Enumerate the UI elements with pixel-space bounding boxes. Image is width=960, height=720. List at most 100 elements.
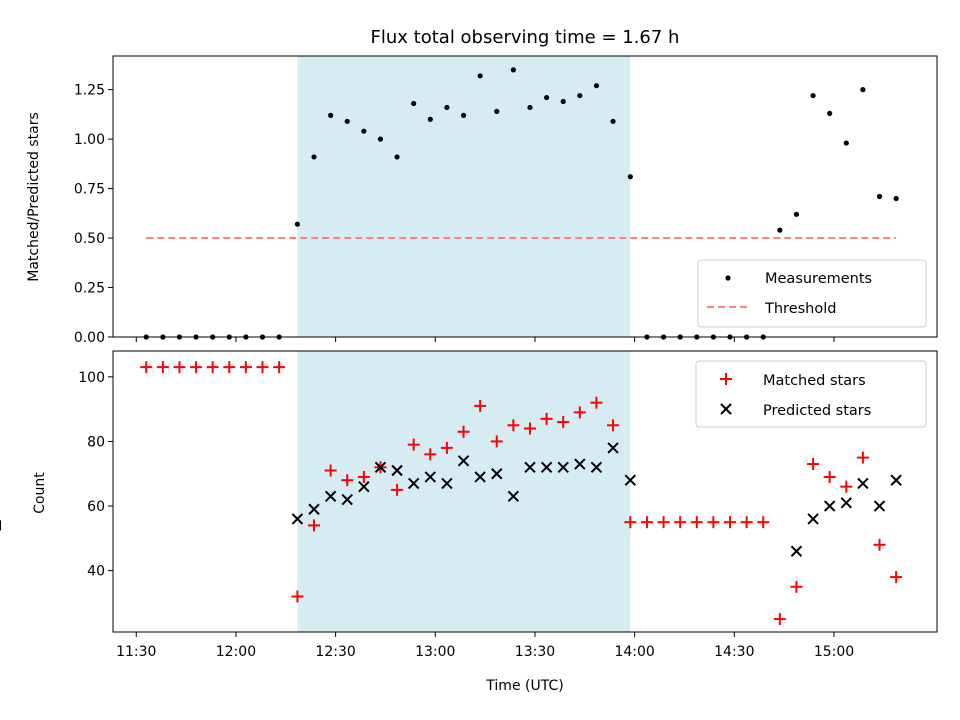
predicted-stars-point — [324, 490, 337, 503]
matched-stars-point — [607, 419, 620, 432]
matched-stars-point — [424, 448, 437, 461]
predicted-stars-point — [574, 458, 586, 470]
top-panel-frame — [112, 55, 938, 338]
predicted-stars-point — [424, 471, 437, 483]
matched-stars-point — [540, 412, 553, 425]
measurement-point — [377, 136, 384, 142]
legend-label-measurements: Measurements — [765, 271, 872, 287]
matched-stars-point — [440, 441, 453, 454]
top-panel: 0.00 0.25 0.50 0.75 1.00 1.25 Matched/Predict… — [26, 55, 938, 346]
x-tick-label: 14:00 — [614, 644, 654, 660]
measurement-point — [827, 110, 833, 116]
chart-title: Flux total observing time = 1.67 h — [371, 27, 680, 48]
matched-stars-point — [856, 451, 869, 464]
predicted-stars-point — [491, 468, 503, 480]
x-tick-label: 12:00 — [216, 644, 256, 660]
x-axis-label: Time (UTC) — [485, 678, 563, 694]
matched-stars-point — [657, 516, 670, 529]
matched-stars-point — [173, 361, 186, 374]
top-y-tick-label: 0.25 — [74, 281, 105, 297]
matched-stars-point — [590, 396, 603, 409]
matched-stars-point — [273, 361, 286, 374]
predicted-stars-point — [457, 455, 470, 467]
matched-stars-point — [674, 516, 687, 529]
predicted-stars-point — [341, 493, 353, 506]
matched-stars-point — [757, 516, 770, 529]
matched-stars-point — [206, 361, 219, 374]
matched-stars-point — [823, 470, 836, 483]
x-tick-label: 14:30 — [714, 644, 754, 660]
x-tick-label: 13:30 — [515, 644, 555, 660]
measurement-point — [560, 98, 566, 105]
measurement-point — [444, 104, 450, 111]
bottom-panel-frame — [112, 350, 938, 633]
measurement-point — [627, 174, 633, 180]
matched-stars-point — [324, 464, 337, 477]
bottom-legend-box — [695, 360, 927, 428]
measurement-point — [311, 154, 317, 160]
predicted-stars-point — [540, 461, 553, 473]
x-tick-label: 12:30 — [315, 644, 355, 660]
matched-stars-point — [140, 361, 153, 374]
bottom-legend: Matched stars Predicted stars — [695, 360, 927, 428]
measurement-point — [427, 116, 433, 122]
matched-stars-point — [707, 516, 720, 529]
predicted-stars-point — [607, 442, 619, 454]
bottom-y-tick-label: 100 — [78, 370, 105, 386]
top-legend-box — [697, 259, 927, 328]
matched-stars-point — [239, 361, 252, 374]
bottom-y-tick-label: 80 — [87, 434, 105, 450]
top-y-tick-label: 1.00 — [74, 132, 105, 148]
measurement-point — [411, 100, 417, 107]
predicted-stars-point — [474, 471, 486, 483]
matched-stars-point — [190, 361, 203, 374]
matched-stars-point — [624, 516, 637, 529]
predicted-stars-point — [308, 503, 320, 515]
predicted-stars-point — [524, 461, 536, 473]
predicted-stars-point — [391, 464, 403, 477]
matched-stars-point — [740, 516, 753, 529]
measurement-point — [361, 128, 367, 134]
bottom-highlight-span — [297, 351, 631, 632]
matched-stars-point — [873, 538, 886, 551]
matched-stars-point — [573, 406, 586, 419]
measurement-point — [610, 118, 616, 124]
measurement-point — [777, 227, 783, 233]
matched-stars-point — [357, 470, 370, 483]
top-y-tick-label: 0.00 — [74, 330, 105, 346]
measurement-point — [810, 92, 816, 99]
matched-stars-point — [840, 480, 853, 493]
matched-stars-point — [724, 516, 737, 529]
measurement-point — [793, 211, 800, 217]
x-tick-label: 13:00 — [415, 644, 455, 660]
matched-stars-point — [256, 361, 269, 374]
top-y-axis-label: Matched/Predicted stars — [26, 112, 42, 282]
bottom-panel: 40 60 80 100 11:30 12:00 12:30 13:00 13:30 14:00 1… — [0, 350, 938, 694]
predicted-stars-point — [840, 497, 853, 509]
predicted-stars-point — [358, 480, 370, 493]
bottom-y-tick-label: 40 — [87, 564, 105, 580]
x-tick-label: 11:30 — [116, 644, 156, 660]
legend-label-predicted: Predicted stars — [763, 403, 871, 419]
legend-marker-predicted — [720, 403, 732, 415]
top-y-tick-label: 1.25 — [74, 83, 105, 99]
measurement-point — [494, 108, 500, 115]
matched-stars-point — [523, 422, 536, 435]
bottom-y-axis-label: Count — [32, 472, 48, 514]
top-legend: Measurements Threshold — [697, 259, 927, 328]
matched-stars-point — [807, 458, 820, 471]
matched-stars-point — [557, 416, 570, 429]
predicted-stars-point — [407, 477, 420, 490]
measurement-point — [394, 154, 400, 160]
measurement-point — [344, 118, 350, 124]
predicted-stars-point — [507, 490, 520, 503]
matched-stars-point — [474, 399, 487, 412]
measurement-point — [477, 73, 483, 79]
predicted-stars-point — [890, 474, 902, 486]
predicted-stars-point — [590, 461, 603, 473]
predicted-stars-point — [857, 477, 869, 490]
measurement-point — [893, 195, 899, 202]
top-y-tick-label: 0.75 — [74, 182, 105, 198]
matched-stars-point — [308, 519, 321, 532]
measurement-point — [460, 112, 467, 118]
